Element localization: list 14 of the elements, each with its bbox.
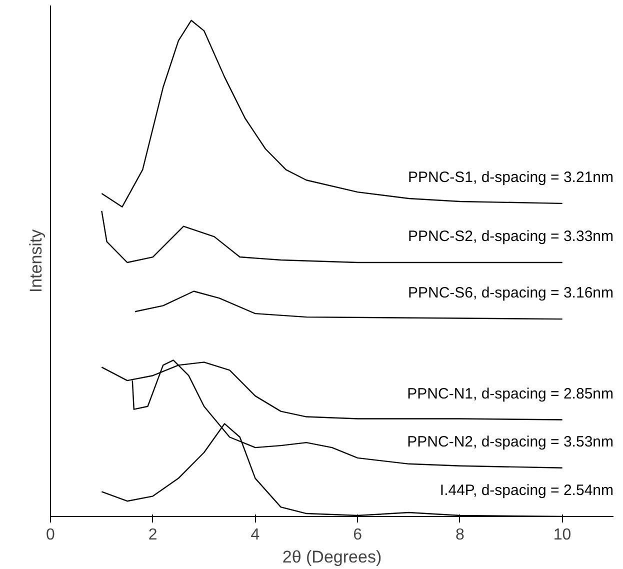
- x-tick-label: 10: [553, 526, 572, 544]
- x-axis-title: 2θ (Degrees): [282, 548, 382, 566]
- y-axis-title: Intensity: [26, 228, 46, 293]
- x-tick-label: 0: [46, 526, 56, 544]
- series-label: PPNC-S2, d-spacing = 3.33nm: [408, 228, 614, 246]
- x-tick-label: 6: [353, 526, 362, 544]
- series-label: I.44P, d-spacing = 2.54nm: [440, 482, 614, 500]
- x-tick-label: 8: [456, 526, 465, 544]
- series-label: PPNC-S6, d-spacing = 3.16nm: [408, 284, 614, 302]
- x-tick-label: 2: [148, 526, 158, 544]
- series-label: PPNC-N1, d-spacing = 2.85nm: [407, 385, 614, 402]
- series-label: PPNC-N2, d-spacing = 3.53nm: [407, 434, 614, 451]
- x-tick-label: 4: [250, 526, 260, 544]
- series-label: PPNC-S1, d-spacing = 3.21nm: [408, 169, 614, 186]
